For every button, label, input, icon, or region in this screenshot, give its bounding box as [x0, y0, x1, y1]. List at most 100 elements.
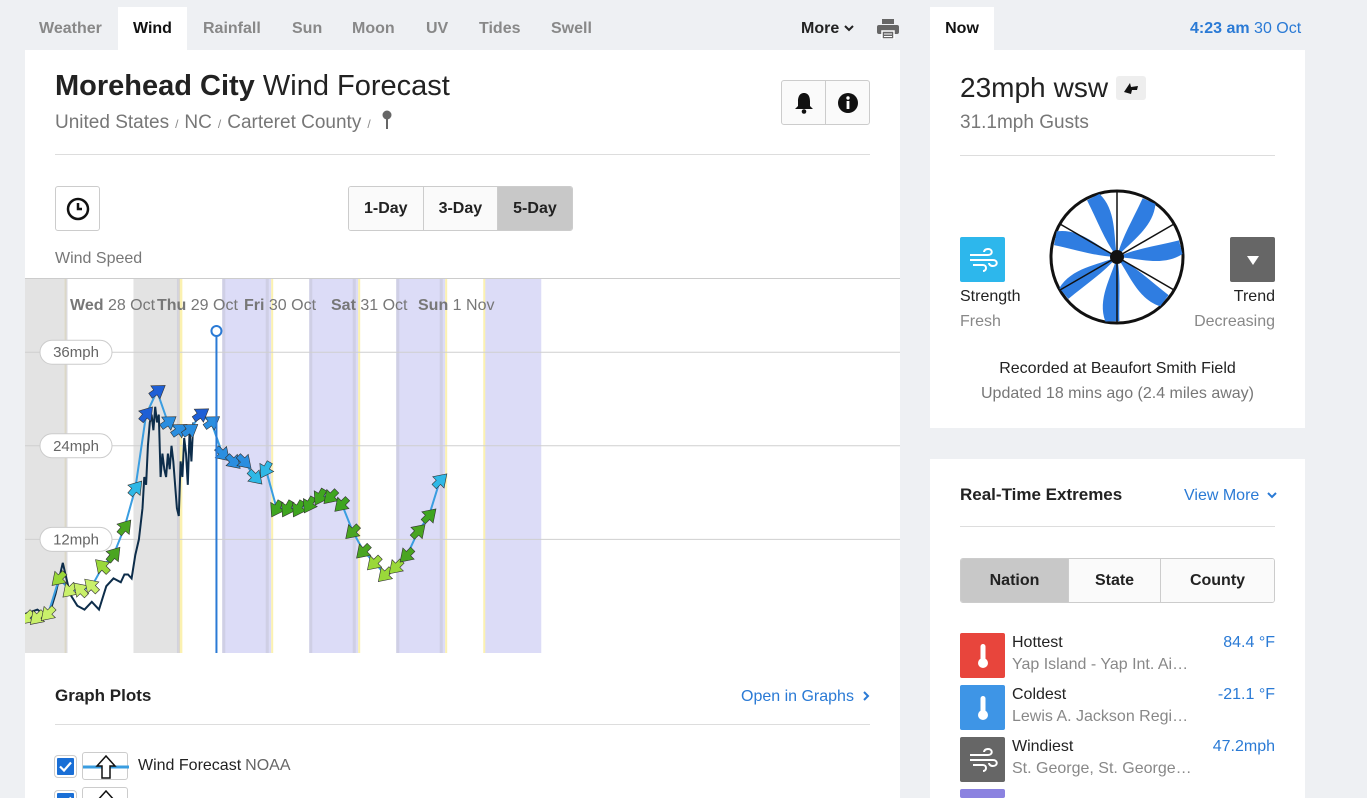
scope-selector: Nation State County	[960, 558, 1275, 603]
more-menu[interactable]: More	[801, 7, 854, 50]
wind-direction-arrow	[40, 605, 57, 621]
compass-blade	[1117, 240, 1183, 262]
trend-label: Trend	[1233, 288, 1275, 305]
extreme-name: Hottest	[1012, 634, 1063, 651]
wind-direction-arrow	[356, 542, 372, 559]
tab-weather[interactable]: Weather	[39, 20, 102, 37]
bell-icon	[794, 92, 813, 114]
thermometer-icon	[960, 685, 1005, 730]
now-timestamp: 4:23 am 30 Oct	[1190, 7, 1301, 50]
wind-speed-label: Wind Speed	[55, 250, 143, 267]
crumb-separator: /	[367, 117, 371, 131]
wind-direction-arrow	[235, 453, 252, 469]
y-tick-label: 36mph	[39, 339, 113, 365]
now-tab[interactable]: Now	[930, 7, 994, 50]
wind-direction-arrow	[148, 385, 166, 400]
map-pin-icon[interactable]	[382, 110, 392, 130]
tide-marker	[352, 278, 356, 653]
plot-label: Wind Forecast	[138, 757, 242, 774]
compass-blade	[1087, 193, 1117, 257]
more-label: More	[801, 20, 840, 37]
wind-direction-arrow	[345, 523, 362, 540]
divider	[960, 155, 1275, 156]
scope-county-button[interactable]: County	[1160, 559, 1274, 602]
forecast-legend-swatch	[82, 752, 129, 780]
tide-marker	[309, 278, 313, 653]
tide-marker	[222, 278, 226, 653]
current-gusts: 31.1mph Gusts	[960, 112, 1089, 133]
tab-rainfall[interactable]: Rainfall	[203, 20, 261, 37]
five-day-button[interactable]: 5-Day	[497, 187, 572, 230]
wind-direction-arrow	[84, 578, 101, 595]
current-wind: 23mph wsw	[960, 72, 1147, 104]
crumb-country[interactable]: United States	[55, 112, 170, 133]
extreme-row-wettest[interactable]	[960, 789, 1275, 798]
extremes-card: Real-Time Extremes View More Nation Stat…	[930, 459, 1305, 798]
history-button[interactable]	[55, 186, 100, 231]
plot-row-realtime	[55, 786, 138, 798]
wind-direction-arrow	[127, 480, 143, 498]
night-band	[396, 278, 446, 653]
print-icon[interactable]	[877, 19, 899, 39]
twilight-band	[358, 278, 361, 653]
divider	[960, 526, 1275, 527]
strength-value: Fresh	[960, 313, 1001, 330]
extreme-location: Yap Island - Yap Int. Airport	[1012, 656, 1192, 673]
svg-text:12mph: 12mph	[53, 531, 99, 548]
clock-icon	[66, 197, 89, 220]
now-date: 30 Oct	[1254, 20, 1302, 37]
current-direction: wsw	[1053, 72, 1109, 103]
tab-sun[interactable]: Sun	[292, 20, 323, 37]
strength-label: Strength	[960, 288, 1021, 305]
chevron-right-icon	[863, 691, 870, 701]
compass-blade	[1117, 257, 1169, 307]
open-in-graphs-link[interactable]: Open in Graphs	[741, 688, 870, 706]
info-button[interactable]	[826, 81, 869, 124]
extreme-name: Coldest	[1012, 686, 1067, 703]
view-more-label: View More	[1184, 487, 1260, 504]
tab-moon[interactable]: Moon	[352, 20, 395, 37]
recorded-station: Recorded at Beaufort Smith Field	[999, 360, 1236, 377]
crumb-state[interactable]: NC	[184, 112, 212, 133]
night-band	[485, 278, 542, 653]
wind-strength-icon	[960, 237, 1005, 282]
scope-nation-button[interactable]: Nation	[961, 559, 1068, 602]
action-buttons	[781, 80, 870, 125]
view-more-link[interactable]: View More	[1184, 487, 1277, 505]
up-arrow-icon	[98, 789, 114, 798]
three-day-button[interactable]: 3-Day	[422, 187, 498, 230]
thermometer-icon	[960, 633, 1005, 678]
tab-uv[interactable]: UV	[426, 20, 449, 37]
open-in-graphs-label: Open in Graphs	[741, 688, 854, 705]
rain-icon	[960, 789, 1005, 798]
alert-button[interactable]	[782, 81, 826, 124]
tab-wind[interactable]: Wind	[118, 7, 187, 50]
wind-chart[interactable]: Wed 28 Oct Thu 29 Oct Fri 30 Oct Sat 31 Oct…	[25, 278, 900, 653]
extreme-name: Windiest	[1012, 738, 1074, 755]
up-arrow-icon	[83, 754, 129, 779]
wind-direction-arrow	[159, 416, 177, 431]
plot-checkbox[interactable]	[55, 755, 76, 777]
extreme-value: -21.1 °F	[1217, 686, 1275, 703]
tab-tides[interactable]: Tides	[479, 20, 521, 37]
y-tick-label: 24mph	[39, 433, 113, 459]
scope-state-button[interactable]: State	[1068, 559, 1160, 602]
extreme-location: St. George, St. George Airport	[1012, 760, 1192, 777]
extreme-row-hottest[interactable]: Hottest Yap Island - Yap Int. Airport 84…	[960, 633, 1275, 678]
svg-text:24mph: 24mph	[53, 438, 99, 455]
wind-direction-arrow	[431, 473, 448, 490]
extreme-row-windiest[interactable]: Windiest St. George, St. George Airport …	[960, 737, 1275, 782]
now-card: 23mph wsw 31.1mph Gusts Strength Fresh T…	[930, 50, 1305, 428]
title-location: Morehead City	[55, 70, 255, 102]
one-day-button[interactable]: 1-Day	[349, 187, 423, 230]
extreme-row-coldest[interactable]: Coldest Lewis A. Jackson Regional Airpor…	[960, 685, 1275, 730]
tide-marker	[396, 278, 400, 653]
wind-direction-arrow	[420, 508, 437, 525]
day-label: Sat 31 Oct	[331, 297, 408, 314]
plot-row-forecast: Wind Forecast NOAA	[55, 751, 290, 781]
tab-swell[interactable]: Swell	[551, 20, 592, 37]
night-band	[25, 278, 65, 653]
wind-direction-arrow	[191, 408, 210, 423]
plot-checkbox[interactable]	[55, 790, 76, 798]
crumb-county[interactable]: Carteret County	[227, 112, 362, 133]
